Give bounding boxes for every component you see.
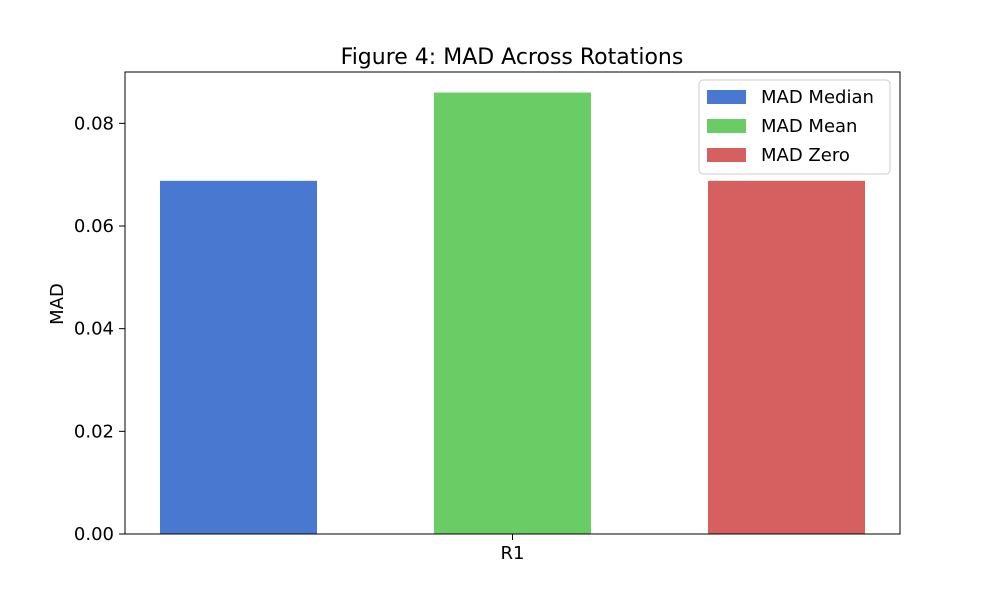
legend-label: MAD Median bbox=[761, 87, 874, 108]
y-axis-ticks: 0.00 0.02 0.04 0.06 0.08 bbox=[74, 113, 125, 545]
y-tick-label: 0.08 bbox=[74, 113, 114, 134]
bar-mad-median bbox=[160, 180, 317, 534]
y-tick-label: 0.06 bbox=[74, 216, 114, 237]
bar-mad-mean bbox=[434, 92, 591, 535]
y-tick-label: 0.02 bbox=[74, 421, 114, 442]
y-tick-label: 0.04 bbox=[74, 319, 114, 340]
legend: MAD Median MAD Mean MAD Zero bbox=[698, 79, 891, 175]
legend-label: MAD Zero bbox=[761, 145, 850, 166]
x-axis-ticks: R1 bbox=[501, 534, 525, 564]
y-tick-label: 0.00 bbox=[74, 524, 114, 545]
bar-mad-zero bbox=[708, 180, 865, 534]
x-tick-label: R1 bbox=[501, 543, 525, 564]
bars-group bbox=[160, 92, 865, 535]
legend-swatch bbox=[707, 148, 746, 162]
y-axis-label: MAD bbox=[47, 283, 68, 325]
legend-box bbox=[698, 79, 891, 175]
chart-title: Figure 4: MAD Across Rotations bbox=[341, 45, 684, 70]
legend-swatch bbox=[707, 90, 746, 104]
legend-swatch bbox=[707, 119, 746, 133]
legend-label: MAD Mean bbox=[761, 116, 857, 137]
